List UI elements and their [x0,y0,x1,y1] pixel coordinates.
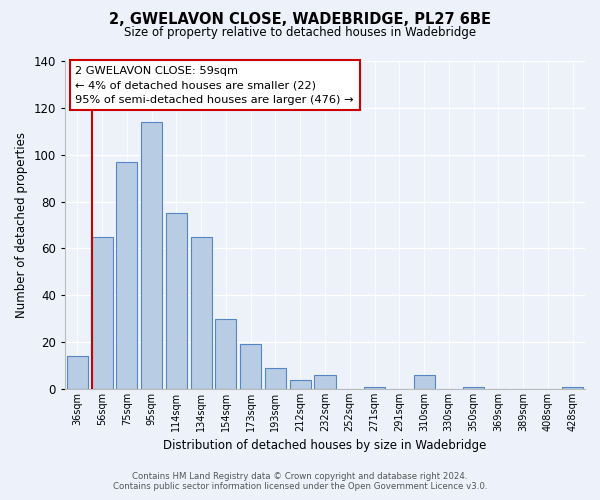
Bar [141,122,162,389]
Text: 2, GWELAVON CLOSE, WADEBRIDGE, PL27 6BE: 2, GWELAVON CLOSE, WADEBRIDGE, PL27 6BE [109,12,491,28]
Bar [240,344,261,389]
Bar [116,162,137,389]
Text: Size of property relative to detached houses in Wadebridge: Size of property relative to detached ho… [124,26,476,39]
Bar [364,386,385,389]
Bar [562,386,583,389]
Bar [463,386,484,389]
Text: Contains HM Land Registry data © Crown copyright and database right 2024.
Contai: Contains HM Land Registry data © Crown c… [113,472,487,491]
Bar [166,213,187,389]
Bar [92,236,113,389]
Bar [314,375,335,389]
Bar [290,380,311,389]
Bar [413,375,434,389]
Bar [265,368,286,389]
Y-axis label: Number of detached properties: Number of detached properties [15,132,28,318]
Bar [215,318,236,389]
X-axis label: Distribution of detached houses by size in Wadebridge: Distribution of detached houses by size … [163,440,487,452]
Bar [191,236,212,389]
Text: 2 GWELAVON CLOSE: 59sqm
← 4% of detached houses are smaller (22)
95% of semi-det: 2 GWELAVON CLOSE: 59sqm ← 4% of detached… [76,66,354,104]
Bar [67,356,88,389]
